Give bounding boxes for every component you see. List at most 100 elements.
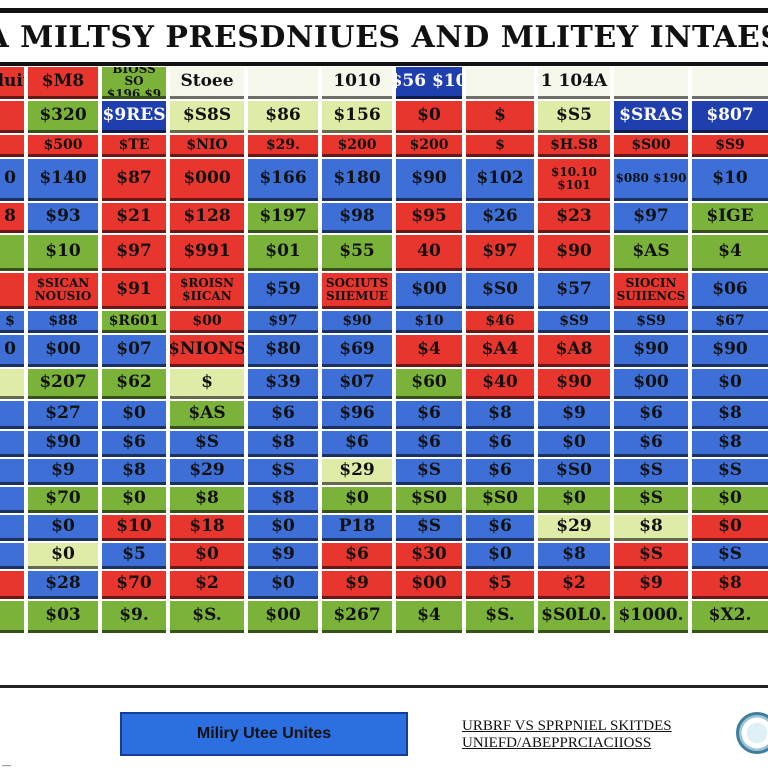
table-cell: $07 bbox=[102, 335, 166, 367]
table-cell: $S. bbox=[170, 601, 244, 633]
table-cell: $R601 bbox=[102, 311, 166, 333]
table-cell: $6 bbox=[248, 401, 318, 429]
table-cell: $97 bbox=[466, 235, 534, 271]
table-cell: $9 bbox=[538, 401, 610, 429]
table-cell: 40 bbox=[396, 235, 462, 271]
legend-button[interactable]: Miliry Utee Unites bbox=[120, 712, 408, 756]
table-cell: $500 bbox=[28, 135, 98, 157]
table-cell: $S9 bbox=[692, 135, 768, 157]
table-cell: $ bbox=[466, 101, 534, 133]
table-cell: $6 bbox=[322, 543, 392, 569]
table-cell bbox=[0, 459, 24, 485]
table-cell: $10 bbox=[102, 515, 166, 541]
table-cell: $207 bbox=[28, 369, 98, 399]
table-cell: $8 bbox=[466, 401, 534, 429]
table-cell: $0 bbox=[170, 543, 244, 569]
table-cell: $91 bbox=[102, 273, 166, 309]
table-cell: $26 bbox=[466, 203, 534, 233]
table-cell: $0 bbox=[28, 515, 98, 541]
table-cell bbox=[0, 369, 24, 399]
table-cell: $128 bbox=[170, 203, 244, 233]
table-cell: $6 bbox=[614, 401, 688, 429]
table-cell: $2 bbox=[170, 571, 244, 599]
table-cell: $S0 bbox=[396, 487, 462, 513]
table-cell: $S bbox=[692, 459, 768, 485]
table-cell: $200 bbox=[396, 135, 462, 157]
table-cell: $2 bbox=[538, 571, 610, 599]
table-cell: $80 bbox=[248, 335, 318, 367]
table-cell: $95 bbox=[396, 203, 462, 233]
table-cell: $97 bbox=[102, 235, 166, 271]
table-cell: $S0 bbox=[466, 273, 534, 309]
table-cell: $59 bbox=[248, 273, 318, 309]
table-cell: $S00 bbox=[614, 135, 688, 157]
table-cell: $90 bbox=[322, 311, 392, 333]
table-cell bbox=[0, 273, 24, 309]
table-cell: $0 bbox=[538, 487, 610, 513]
table-cell: $18 bbox=[170, 515, 244, 541]
table-cell: $NIO bbox=[170, 135, 244, 157]
table-cell: $8 bbox=[614, 515, 688, 541]
table-cell: $9 bbox=[28, 459, 98, 485]
table-cell: $6 bbox=[466, 515, 534, 541]
table-cell: $00 bbox=[248, 601, 318, 633]
column-header bbox=[248, 67, 318, 99]
table-cell: $A8 bbox=[538, 335, 610, 367]
table-cell: $10 bbox=[396, 311, 462, 333]
table-cell: $40 bbox=[466, 369, 534, 399]
table-cell: $SRAS bbox=[614, 101, 688, 133]
table-cell: $8 bbox=[692, 431, 768, 457]
table-cell: $S bbox=[396, 515, 462, 541]
table-cell: $S0 bbox=[538, 459, 610, 485]
table-cell: $10.10 $101 bbox=[538, 159, 610, 201]
table-cell: $29. bbox=[248, 135, 318, 157]
table-cell: $0 bbox=[692, 369, 768, 399]
table-cell: $27 bbox=[28, 401, 98, 429]
column-header: Stoee bbox=[170, 67, 244, 99]
table-cell: $X2. bbox=[692, 601, 768, 633]
table-cell: $0 bbox=[248, 571, 318, 599]
table-cell: $9 bbox=[248, 543, 318, 569]
table-cell: $6 bbox=[466, 459, 534, 485]
table-cell: $TE bbox=[102, 135, 166, 157]
table-cell: $90 bbox=[396, 159, 462, 201]
page-title: A MILTSY PRESDNIUES AND MLITEY INTAES bbox=[0, 20, 768, 55]
title-bar: A MILTSY PRESDNIUES AND MLITEY INTAES bbox=[0, 8, 768, 66]
seal-icon bbox=[736, 712, 768, 754]
table-cell: $0 bbox=[466, 543, 534, 569]
table-cell: $8 bbox=[692, 571, 768, 599]
table-cell: $87 bbox=[102, 159, 166, 201]
table-cell: $180 bbox=[322, 159, 392, 201]
table-cell: $ bbox=[170, 369, 244, 399]
table-cell: $00 bbox=[396, 273, 462, 309]
table-cell: $140 bbox=[28, 159, 98, 201]
table-cell: $00 bbox=[614, 369, 688, 399]
table-cell: $90 bbox=[538, 235, 610, 271]
table-cell bbox=[0, 135, 24, 157]
table-cell: $9RES bbox=[102, 101, 166, 133]
table-cell: 0 bbox=[0, 159, 24, 201]
table-cell: $29 bbox=[170, 459, 244, 485]
column-header: $M8 bbox=[28, 67, 98, 99]
table-cell: $90 bbox=[614, 335, 688, 367]
table-cell: $4 bbox=[692, 235, 768, 271]
table-cell: $NIONS bbox=[170, 335, 244, 367]
table-cell: $S0L0. bbox=[538, 601, 610, 633]
table-cell: $00 bbox=[170, 311, 244, 333]
table-cell: SIOCIN SUIIENCS bbox=[614, 273, 688, 309]
table-cell: $156 bbox=[322, 101, 392, 133]
table-cell: $6 bbox=[396, 431, 462, 457]
table-cell: $6 bbox=[396, 401, 462, 429]
table-cell: $S bbox=[614, 459, 688, 485]
table-cell: $23 bbox=[538, 203, 610, 233]
column-header: BIOSS SO $196.$9 bbox=[102, 67, 166, 99]
table-cell: $4 bbox=[396, 335, 462, 367]
table-cell: $AS bbox=[614, 235, 688, 271]
table-cell: $5 bbox=[466, 571, 534, 599]
table-cell bbox=[0, 515, 24, 541]
table-cell: $S5 bbox=[538, 101, 610, 133]
column-header: 1010 bbox=[322, 67, 392, 99]
table-cell: $S. bbox=[466, 601, 534, 633]
table-cell: $0 bbox=[102, 487, 166, 513]
table-cell bbox=[0, 487, 24, 513]
